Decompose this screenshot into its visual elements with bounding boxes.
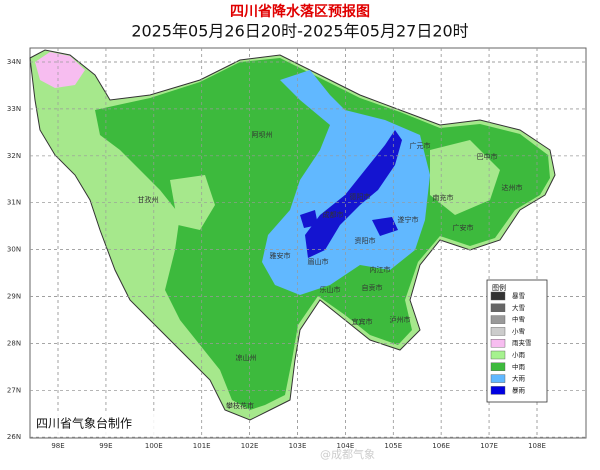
legend-swatch (490, 303, 506, 312)
lat-label: 31N (7, 199, 21, 207)
region-label: 阿坝州 (252, 130, 273, 139)
lat-label: 27N (7, 386, 21, 394)
lon-label: 103E (289, 442, 307, 450)
lat-label: 34N (7, 58, 21, 66)
heavy-rain-area (262, 70, 430, 295)
lon-label: 100E (145, 442, 163, 450)
legend-label: 大雨 (512, 374, 526, 383)
lat-label: 30N (7, 246, 21, 254)
legend-title: 图例 (492, 283, 506, 292)
region-label: 成都市 (323, 210, 344, 219)
lat-label: 33N (7, 105, 21, 113)
lat-label: 29N (7, 293, 21, 301)
legend-swatch (490, 362, 506, 371)
sleet-area (35, 52, 85, 88)
region-label: 乐山市 (320, 285, 341, 294)
legend-swatch (490, 350, 506, 360)
lon-label: 99E (99, 442, 112, 450)
light-rain-patch (430, 140, 500, 215)
legend-label: 中雨 (512, 362, 526, 371)
lon-label: 107E (480, 442, 498, 450)
region-label: 南充市 (433, 193, 454, 202)
lon-label: 106E (432, 442, 450, 450)
footer-bg (31, 412, 181, 436)
lat-label: 28N (7, 339, 21, 347)
region-label: 宜宾市 (352, 317, 373, 326)
legend-label: 雨夹雪 (512, 338, 532, 347)
region-label: 巴中市 (477, 152, 498, 161)
map-title: 四川省降水落区预报图 (230, 3, 370, 20)
rainstorm-area (300, 210, 318, 228)
legend-label: 暴雪 (512, 292, 525, 300)
legend-label: 小雪 (512, 326, 525, 335)
region-label: 遂宁市 (398, 215, 419, 224)
rainstorm-area (372, 217, 398, 236)
lon-label: 102E (241, 442, 259, 450)
lon-label: 105E (384, 442, 402, 450)
legend-swatch (490, 339, 506, 348)
legend-swatch (490, 374, 506, 383)
region-label: 德阳市 (350, 192, 371, 201)
lon-label: 108E (528, 442, 546, 450)
legend-swatch (490, 315, 506, 324)
legend-swatch (490, 291, 506, 301)
rainstorm-area (305, 130, 402, 258)
legend-label: 暴雨 (512, 386, 526, 394)
region-label: 广元市 (410, 141, 431, 150)
legend-swatch (490, 386, 506, 395)
lon-label: 104E (337, 442, 355, 450)
region-label: 雅安市 (270, 251, 291, 260)
region-label: 资阳市 (355, 236, 376, 245)
lon-label: 101E (193, 442, 211, 450)
region-label: 凉山州 (236, 353, 257, 362)
region-label: 攀枝花市 (226, 401, 254, 410)
legend-label: 小雨 (512, 350, 526, 359)
watermark: @成都气象 (320, 447, 375, 461)
region-label: 内江市 (370, 265, 391, 274)
region-label: 眉山市 (308, 257, 329, 266)
map-subtitle: 2025年05月26日20时-2025年05月27日20时 (131, 22, 468, 41)
legend-swatch (490, 327, 506, 336)
legend-label: 大雪 (512, 303, 525, 312)
region-label: 甘孜州 (138, 195, 159, 204)
lon-label: 98E (51, 442, 64, 450)
region-label: 达州市 (502, 183, 523, 192)
footer: 四川省气象台制作 (36, 416, 132, 431)
lat-label: 26N (7, 433, 21, 441)
region-label: 广安市 (453, 223, 474, 232)
region-label: 泸州市 (390, 315, 411, 324)
lat-label: 32N (7, 152, 21, 160)
legend-label: 中雪 (512, 315, 525, 324)
region-label: 自贡市 (362, 283, 383, 292)
